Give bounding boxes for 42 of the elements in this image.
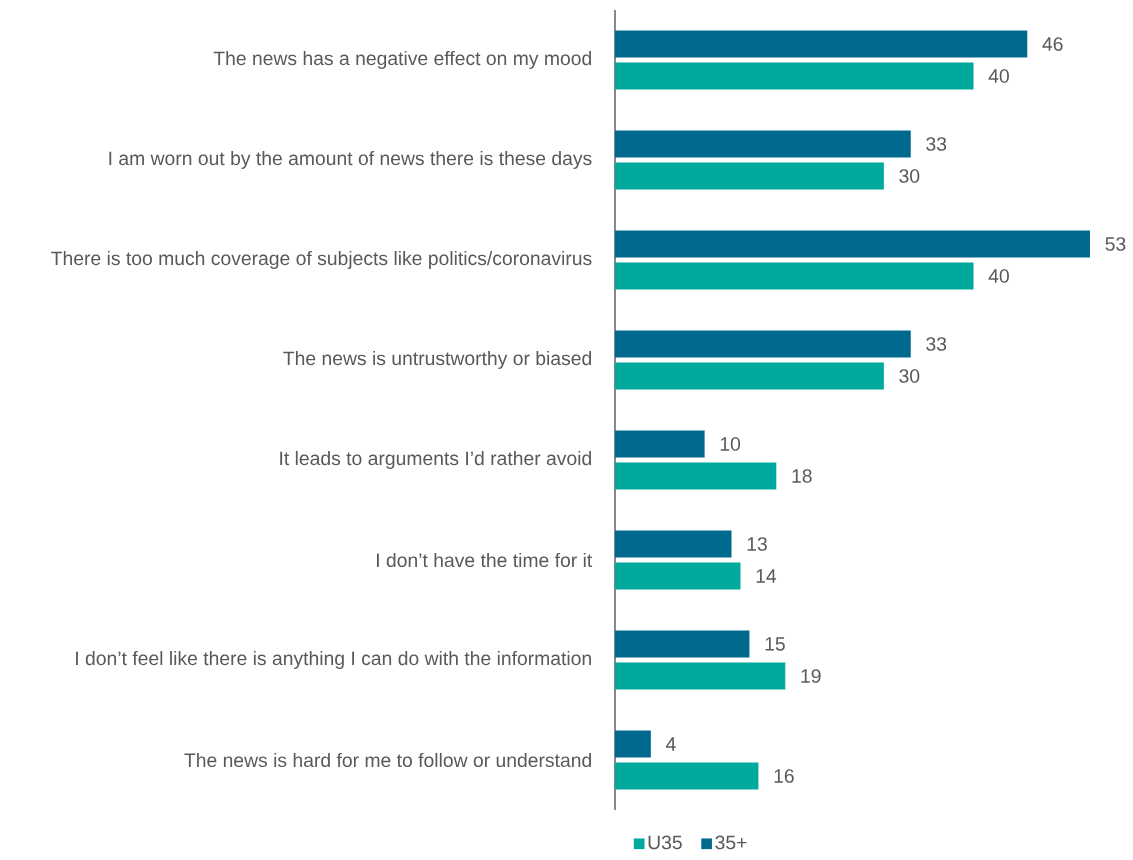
y-tick-label: I don’t have the time for it xyxy=(376,552,593,568)
data-label: 33 xyxy=(926,137,947,151)
y-tick-label: I am worn out by the amount of news there is these days xyxy=(109,150,592,170)
bar xyxy=(615,30,1028,58)
bar xyxy=(615,762,759,790)
bar xyxy=(615,462,777,490)
bar xyxy=(615,262,974,290)
bar xyxy=(615,430,705,458)
data-label: 13 xyxy=(747,537,767,551)
y-tick-label: It leads to arguments I’d rather avoid xyxy=(280,450,591,470)
y-tick-label: The news is untrustworthy or biased xyxy=(283,350,591,370)
data-label: 14 xyxy=(756,569,777,583)
y-tick-label: The news is hard for me to follow or understand xyxy=(184,752,591,768)
data-label: 30 xyxy=(899,169,920,183)
data-label: 46 xyxy=(1042,37,1063,51)
data-label: 10 xyxy=(720,437,741,451)
bar xyxy=(615,162,884,190)
bar xyxy=(615,662,786,690)
bar xyxy=(615,362,884,390)
data-label: 18 xyxy=(792,469,812,483)
legend-label: U35 xyxy=(648,835,682,850)
y-tick-label: There is too much coverage of subjects like politics/coronavirus xyxy=(51,250,592,270)
bar xyxy=(615,62,974,90)
data-label: 19 xyxy=(801,669,821,683)
data-label: 40 xyxy=(988,269,1009,283)
data-label: 16 xyxy=(774,769,794,783)
data-label: 15 xyxy=(765,637,785,651)
data-label: 40 xyxy=(988,69,1009,83)
bar xyxy=(615,530,732,558)
bar xyxy=(615,562,741,590)
y-tick-label: The news has a negative effect on my mood xyxy=(213,50,591,70)
bar xyxy=(615,130,911,158)
bar xyxy=(615,730,651,758)
bar xyxy=(615,230,1090,258)
bar xyxy=(615,630,750,658)
data-label: 33 xyxy=(926,337,947,351)
bar xyxy=(615,330,911,358)
legend-label: 35+ xyxy=(715,835,747,850)
y-tick-label: I don’t feel like there is anything I can do with the information xyxy=(76,650,591,670)
data-label: 53 xyxy=(1105,237,1126,251)
data-label: 4 xyxy=(666,737,676,751)
data-label: 30 xyxy=(899,369,920,383)
